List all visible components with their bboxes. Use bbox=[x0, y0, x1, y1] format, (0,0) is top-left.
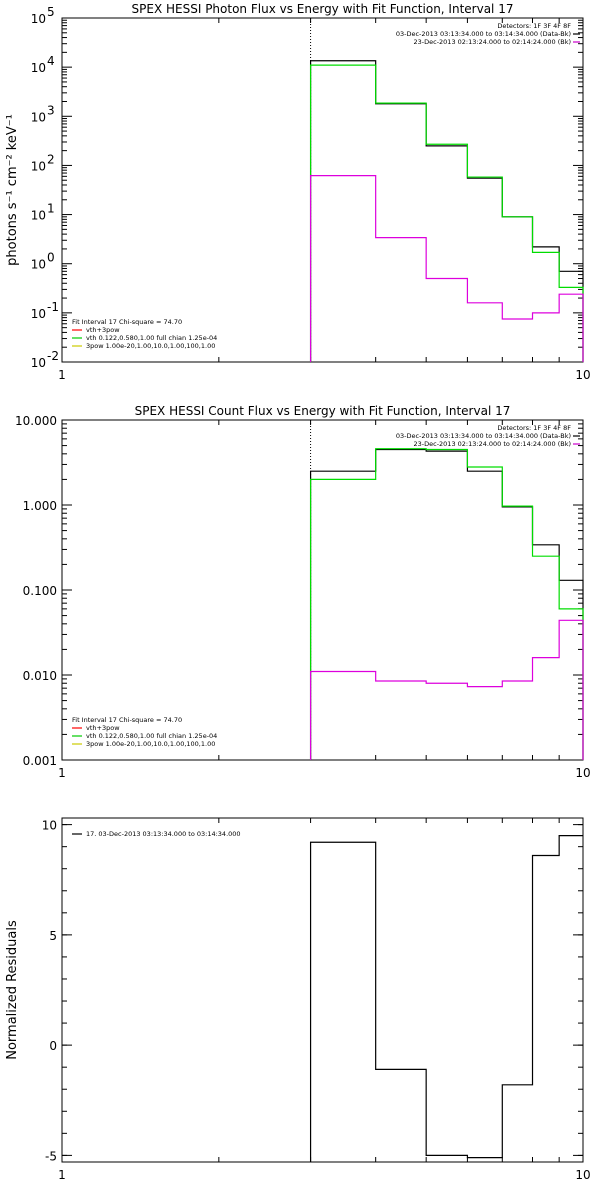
y-tick-label: 10 bbox=[31, 356, 46, 370]
series-3-step bbox=[309, 175, 584, 362]
y-tick-exponent: 4 bbox=[47, 54, 55, 68]
y-tick-exponent: 1 bbox=[47, 202, 55, 216]
legend-right-text: 23-Dec-2013 02:13:24.000 to 02:14:24.000… bbox=[414, 440, 572, 448]
legend-left-text: vth+3pow bbox=[86, 724, 120, 732]
legend-left-text: 17. 03-Dec-2013 03:13:34.000 to 03:14:34… bbox=[86, 830, 241, 838]
legend-left-text: 3pow 1.00e-20,1.00,10.0,1.00,100,1.00 bbox=[86, 342, 215, 350]
legend-left-text: vth 0.122,0.580,1.00 full chian 1.25e-04 bbox=[86, 334, 217, 342]
y-tick-label: 10 bbox=[31, 61, 46, 75]
y-tick-label: 0.100 bbox=[23, 584, 57, 598]
chart-1: SPEX HESSI Photon Flux vs Energy with Fi… bbox=[5, 2, 591, 382]
legend-left-text: Fit Interval 17 Chi-square = 74.70 bbox=[72, 318, 182, 326]
y-tick-label: 10 bbox=[31, 159, 46, 173]
y-tick-label: 0 bbox=[49, 1039, 57, 1053]
series-2-step bbox=[309, 64, 584, 362]
chart-3: Normalized Residuals 1 10 -5 0 5 10 17. 03-Dec-… bbox=[5, 817, 591, 1182]
y-tick-exponent: 3 bbox=[47, 103, 55, 117]
legend-right-text: 23-Dec-2013 02:13:24.000 to 02:14:24.000… bbox=[414, 38, 572, 46]
y-tick-label: 1.000 bbox=[23, 499, 57, 513]
y-tick-exponent: -1 bbox=[47, 300, 59, 314]
x-tick-label: 10 bbox=[575, 766, 590, 780]
y-tick-exponent: 0 bbox=[47, 251, 55, 265]
y-tick-label: 5 bbox=[49, 929, 57, 943]
y-axis-label: Normalized Residuals bbox=[5, 920, 20, 1060]
legend-left-text: 3pow 1.00e-20,1.00,10.0,1.00,100,1.00 bbox=[86, 740, 215, 748]
legend-right-text: 03-Dec-2013 03:13:34.000 to 03:14:34.000… bbox=[396, 30, 571, 38]
y-tick-label: 10 bbox=[31, 209, 46, 223]
y-tick-label: 10.000 bbox=[15, 414, 57, 428]
legend-left-text: Fit Interval 17 Chi-square = 74.70 bbox=[72, 716, 182, 724]
series-1-step bbox=[309, 835, 583, 1162]
chart-title: SPEX HESSI Count Flux vs Energy with Fit… bbox=[135, 404, 511, 418]
chart-title: SPEX HESSI Photon Flux vs Energy with Fi… bbox=[132, 2, 514, 16]
y-tick-exponent: 2 bbox=[47, 152, 55, 166]
legend-right-text: Detectors: 1F 3F 4F 8F bbox=[497, 22, 571, 30]
y-tick-exponent: 5 bbox=[47, 5, 55, 19]
y-tick-label: -5 bbox=[45, 1149, 57, 1163]
legend-left-text: vth+3pow bbox=[86, 326, 120, 334]
series-1-step bbox=[309, 448, 584, 760]
x-tick-label: 1 bbox=[58, 1168, 66, 1182]
y-tick-label: 0.010 bbox=[23, 669, 57, 683]
legend-right-text: Detectors: 1F 3F 4F 8F bbox=[497, 424, 571, 432]
y-tick-label: 10 bbox=[31, 307, 46, 321]
series-2-step bbox=[309, 448, 584, 760]
legend-left-text: vth 0.122,0.580,1.00 full chian 1.25e-04 bbox=[86, 732, 217, 740]
y-tick-label: 10 bbox=[31, 258, 46, 272]
y-tick-exponent: -2 bbox=[47, 349, 59, 363]
plot-frame bbox=[61, 817, 584, 1163]
legend-right-text: 03-Dec-2013 03:13:34.000 to 03:14:34.000… bbox=[396, 432, 571, 440]
x-tick-label: 1 bbox=[58, 766, 66, 780]
y-tick-label: 10 bbox=[42, 819, 57, 833]
y-tick-label: 0.001 bbox=[23, 754, 57, 768]
chart-2: SPEX HESSI Count Flux vs Energy with Fit… bbox=[15, 404, 591, 780]
x-tick-label: 10 bbox=[575, 1168, 590, 1182]
x-tick-label: 1 bbox=[58, 368, 66, 382]
series-3-step bbox=[309, 619, 584, 760]
plot-frame bbox=[61, 17, 584, 363]
x-tick-label: 10 bbox=[575, 368, 590, 382]
y-tick-label: 10 bbox=[31, 12, 46, 26]
y-tick-label: 10 bbox=[31, 110, 46, 124]
series-1-step bbox=[309, 60, 584, 362]
y-axis-label: photons s⁻¹ cm⁻² keV⁻¹ bbox=[5, 114, 20, 266]
